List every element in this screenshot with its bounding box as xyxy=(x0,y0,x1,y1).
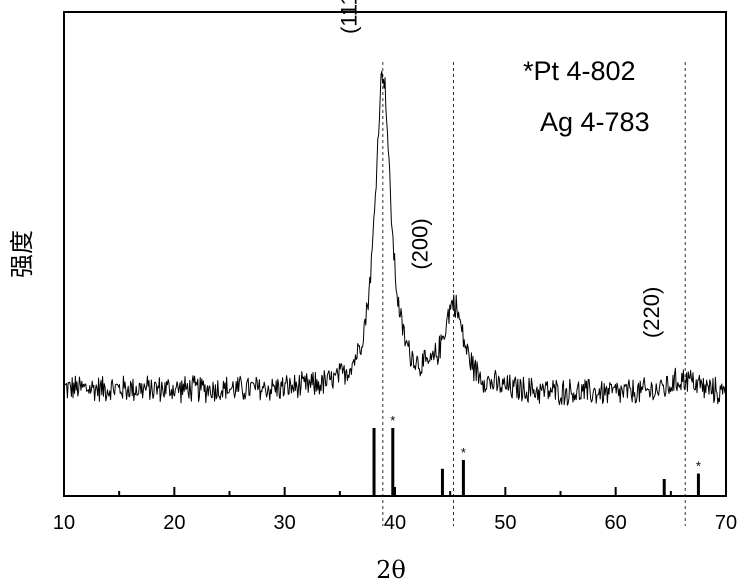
legend-entry-ag: Ag 4-783 xyxy=(540,107,650,137)
pt-marker-star: * xyxy=(390,413,395,428)
x-tick-label: 50 xyxy=(494,512,516,534)
reference-bar xyxy=(697,474,700,496)
x-axis-ticks: 10 20 30 40 50 60 70 xyxy=(53,487,737,534)
x-tick-label: 60 xyxy=(605,512,627,534)
reference-bar xyxy=(441,469,444,496)
reference-bar xyxy=(391,428,394,496)
y-axis-title: 强度 xyxy=(8,230,36,278)
x-tick-label: 10 xyxy=(53,512,75,534)
reference-bar xyxy=(462,460,465,496)
x-tick-label: 70 xyxy=(715,512,737,534)
pt-marker-star: * xyxy=(696,459,701,474)
peak-label: (111) xyxy=(337,0,362,34)
x-tick-label: 40 xyxy=(384,512,406,534)
legend: *Pt 4-802 Ag 4-783 xyxy=(523,56,650,137)
x-tick-label: 30 xyxy=(274,512,296,534)
reference-bars: * * * xyxy=(373,413,701,496)
legend-entry-pt: *Pt 4-802 xyxy=(523,56,636,86)
peak-labels: (111) (200) (220) xyxy=(337,0,664,338)
reference-bar xyxy=(663,479,666,496)
peak-label: (200) xyxy=(407,218,432,269)
reference-bar xyxy=(373,428,376,496)
pt-marker-star: * xyxy=(461,445,466,460)
x-axis-title: 2θ xyxy=(376,556,406,584)
x-tick-label: 20 xyxy=(163,512,185,534)
peak-label: (220) xyxy=(639,287,664,338)
